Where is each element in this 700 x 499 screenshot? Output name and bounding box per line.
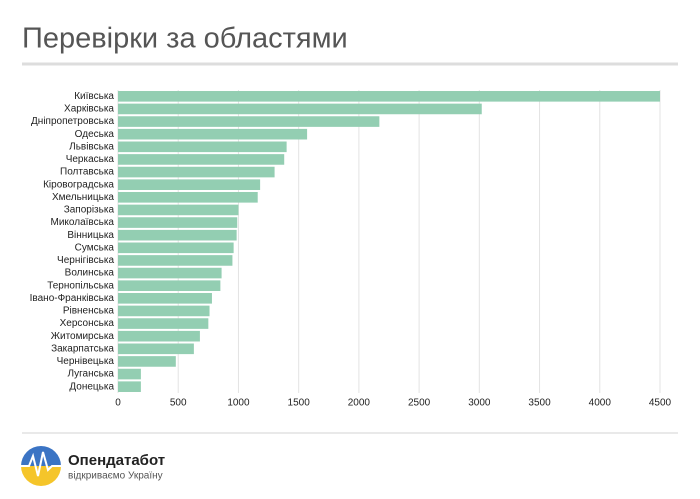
y-tick-label: Сумська: [75, 242, 115, 253]
bar: [118, 192, 258, 203]
y-tick-label: Луганська: [67, 369, 114, 380]
bar: [118, 204, 239, 216]
chart-title: Перевірки за областями: [22, 23, 348, 55]
bar: [118, 103, 482, 115]
y-tick-label: Донецька: [69, 381, 114, 392]
bar: [118, 229, 237, 241]
y-tick-label: Рівненська: [63, 306, 115, 317]
y-tick-label: Хмельницька: [52, 192, 114, 203]
bar: [118, 356, 176, 367]
x-tick-label: 4500: [649, 398, 672, 409]
y-tick-label: Дніпропетровська: [31, 116, 114, 127]
bar: [118, 368, 141, 380]
y-tick-label: Чернівецька: [57, 356, 115, 367]
y-tick-label: Запорізька: [64, 205, 115, 216]
bar: [118, 343, 194, 355]
y-tick-label: Одеська: [75, 129, 115, 140]
bar: [118, 242, 234, 254]
brand: Опендатабот: [68, 452, 165, 469]
x-tick-label: 2500: [408, 398, 431, 409]
y-tick-label: Вінницька: [67, 230, 114, 241]
x-tick-label: 3500: [528, 398, 551, 409]
y-tick-label: Харківська: [64, 104, 114, 115]
y-tick-label: Львівська: [69, 141, 114, 152]
y-tick-label: Волинська: [65, 268, 115, 279]
x-tick-label: 2000: [348, 398, 371, 409]
bar: [118, 267, 222, 279]
y-tick-label: Закарпатська: [51, 343, 114, 354]
y-tick-label: Херсонська: [60, 318, 115, 329]
logo: [21, 446, 61, 486]
x-tick-label: 500: [170, 398, 187, 409]
bar: [118, 141, 287, 153]
y-tick-label: Тернопільська: [47, 280, 114, 291]
bar: [118, 91, 660, 102]
y-tick-label: Черкаська: [66, 154, 115, 165]
bar: [118, 166, 275, 178]
y-tick-label: Чернігівська: [57, 255, 114, 266]
y-tick-label: Житомирська: [51, 331, 115, 342]
y-tick-label: Миколаївська: [51, 217, 115, 228]
x-tick-label: 4000: [589, 398, 612, 409]
bar: [118, 154, 285, 165]
x-tick-label: 1000: [227, 398, 250, 409]
bar: [118, 217, 238, 228]
bar: [118, 330, 200, 342]
bar: [118, 255, 233, 266]
x-tick-label: 3000: [468, 398, 491, 409]
x-tick-label: 1500: [288, 398, 311, 409]
bar: [118, 381, 141, 392]
x-tick-label: 0: [115, 398, 121, 409]
bar: [118, 293, 212, 304]
bar: [118, 280, 221, 291]
tagline: відкриваємо Україну: [68, 471, 163, 482]
bar: [118, 179, 261, 190]
bar: [118, 318, 209, 329]
y-tick-label: Кіровоградська: [43, 179, 114, 190]
y-tick-label: Івано-Франківська: [30, 293, 115, 304]
y-tick-label: Полтавська: [60, 167, 114, 178]
y-tick-label: Київська: [74, 91, 114, 102]
bar: [118, 116, 380, 127]
bar: [118, 128, 308, 140]
bar: [118, 305, 210, 317]
